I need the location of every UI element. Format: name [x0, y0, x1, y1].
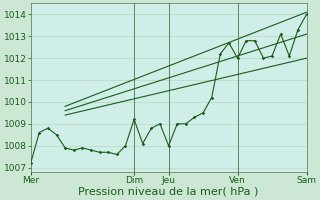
X-axis label: Pression niveau de la mer( hPa ): Pression niveau de la mer( hPa ) [78, 187, 259, 197]
